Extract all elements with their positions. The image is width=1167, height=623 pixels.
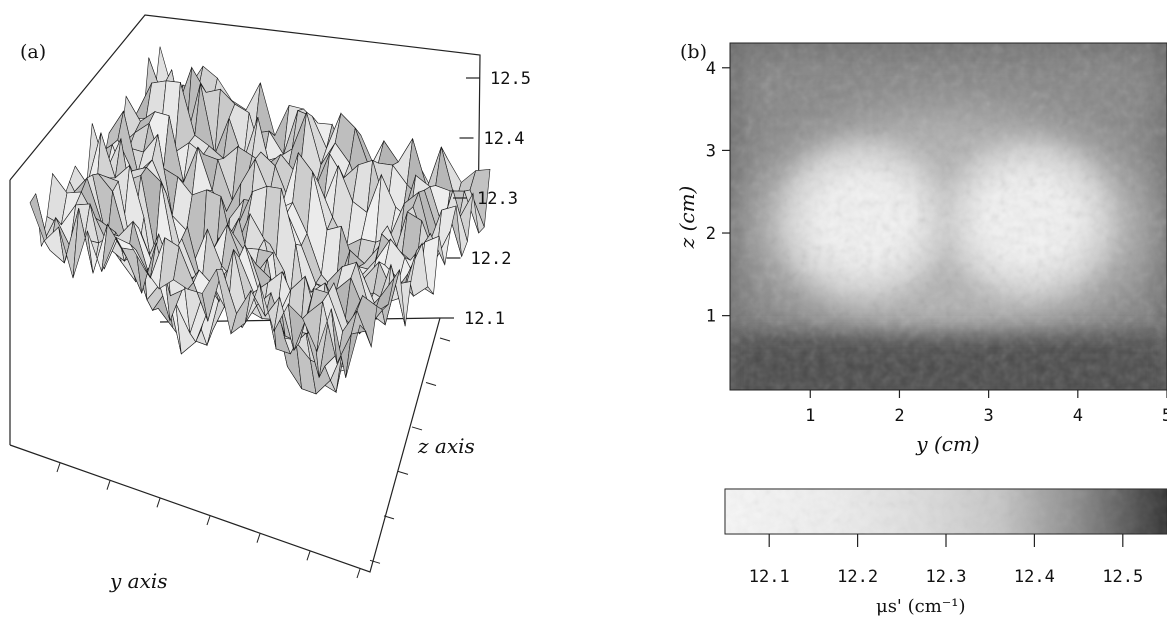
box-back-edge bbox=[9, 14, 481, 229]
y-axis-tick bbox=[306, 551, 311, 561]
panel-a-ticks: 12.5 12.4 12.3 12.2 12.1 bbox=[56, 69, 531, 579]
y-axis-tick bbox=[206, 515, 211, 526]
heatmap-x-label: y (cm) bbox=[915, 432, 979, 456]
y-axis-tick bbox=[106, 480, 111, 490]
x-tick-label: 2 bbox=[894, 406, 904, 426]
y-axis-tick bbox=[356, 568, 361, 579]
colorbar-texture bbox=[725, 489, 1167, 534]
z-axis-tick bbox=[439, 337, 451, 342]
heatmap bbox=[730, 43, 1167, 390]
x-tick-label: 4 bbox=[1073, 406, 1083, 426]
y-tick-label: 2 bbox=[706, 224, 716, 244]
heatmap-frame bbox=[729, 42, 1167, 391]
y-axis-label: y axis bbox=[109, 569, 168, 593]
colorbar-ticks: 12.1 12.2 12.3 12.4 12.5 bbox=[749, 534, 1143, 587]
x-tick-label: 5 bbox=[1162, 406, 1167, 426]
panel-b: (b) bbox=[675, 41, 1167, 617]
surface-facet bbox=[345, 324, 367, 378]
colorbar-tick-label: 12.5 bbox=[1102, 567, 1143, 587]
x-tick-label: 1 bbox=[805, 406, 815, 426]
z-axis-tick bbox=[397, 470, 409, 475]
surface-facet bbox=[377, 140, 399, 166]
colorbar-tick-label: 12.2 bbox=[837, 567, 878, 587]
z-axis-tick bbox=[425, 381, 437, 386]
colorbar-tick-label: 12.1 bbox=[749, 567, 790, 587]
surface-mesh bbox=[29, 46, 491, 395]
value-tick-label: 12.2 bbox=[471, 249, 512, 269]
value-tick-label: 12.1 bbox=[464, 309, 505, 329]
panel-a: (a) 12.5 12.4 12.3 12.2 12.1 y axis z axis bbox=[9, 14, 531, 593]
panel-b-label: (b) bbox=[680, 41, 707, 63]
z-axis-tick bbox=[369, 559, 381, 564]
colorbar: 12.1 12.2 12.3 12.4 12.5 μs' (cm⁻¹) bbox=[724, 488, 1167, 617]
heatmap-y-ticks: 1 2 3 4 bbox=[706, 59, 730, 327]
y-tick-label: 3 bbox=[706, 141, 716, 161]
z-axis-label: z axis bbox=[417, 434, 475, 458]
y-tick-label: 1 bbox=[706, 307, 716, 327]
colorbar-tick-label: 12.3 bbox=[926, 567, 967, 587]
colorbar-title: μs' (cm⁻¹) bbox=[876, 596, 966, 617]
heatmap-noise bbox=[730, 43, 1167, 390]
value-tick-label: 12.5 bbox=[490, 69, 531, 89]
heatmap-x-ticks: 1 2 3 4 5 bbox=[805, 390, 1167, 426]
y-axis-tick bbox=[256, 533, 261, 543]
colorbar-tick-label: 12.4 bbox=[1014, 567, 1055, 587]
value-tick-label: 12.3 bbox=[477, 189, 518, 209]
heatmap-y-label: z (cm) bbox=[675, 186, 699, 250]
y-tick-label: 4 bbox=[706, 59, 716, 79]
y-axis-tick bbox=[56, 462, 61, 473]
z-axis-tick bbox=[383, 515, 395, 520]
value-tick-label: 12.4 bbox=[484, 129, 525, 149]
panel-a-label: (a) bbox=[20, 41, 46, 63]
y-axis-tick bbox=[156, 498, 161, 508]
z-axis-tick bbox=[411, 426, 423, 431]
x-tick-label: 3 bbox=[984, 406, 994, 426]
box-bottom-edge bbox=[9, 317, 441, 573]
